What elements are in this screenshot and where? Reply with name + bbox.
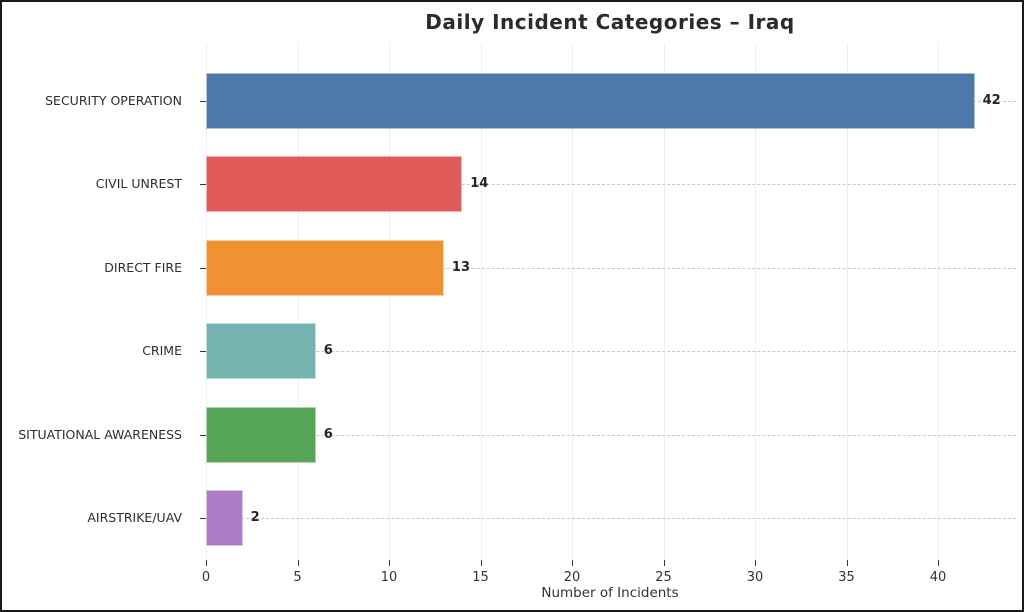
vertical-gridline — [938, 43, 940, 560]
y-tick-mark — [200, 267, 206, 269]
x-tick-mark — [572, 560, 574, 566]
value-label: 13 — [451, 259, 470, 275]
vertical-gridline — [389, 43, 390, 560]
x-tick-mark — [297, 560, 299, 566]
x-tick-mark — [389, 560, 390, 566]
vertical-gridline — [297, 43, 299, 560]
y-tick-mark — [200, 184, 206, 186]
y-tick-mark — [200, 434, 206, 436]
vertical-gridline — [206, 43, 207, 560]
x-tick-label: 15 — [472, 570, 489, 585]
x-tick-label: 40 — [929, 570, 947, 585]
x-tick-label: 10 — [380, 570, 398, 585]
horizontal-gridline — [206, 518, 1016, 520]
x-tick-label: 25 — [655, 570, 672, 585]
bar-security-operation — [206, 72, 975, 129]
vertical-gridline — [663, 43, 665, 560]
category-label: CRIME — [142, 343, 182, 359]
category-label: DIRECT FIRE — [104, 259, 182, 275]
y-tick-mark — [200, 518, 206, 520]
x-axis-label: Number of Incidents — [541, 585, 679, 601]
x-tick-label: 35 — [838, 570, 855, 585]
bar-direct-fire — [206, 239, 444, 296]
horizontal-gridline — [206, 184, 1016, 186]
x-tick-mark — [663, 560, 665, 566]
bar-situational-awareness — [206, 406, 316, 463]
x-tick-mark — [480, 560, 482, 566]
x-tick-label: 20 — [563, 570, 581, 585]
bar-airstrike-uav — [206, 490, 243, 547]
category-label: SECURITY OPERATION — [45, 92, 182, 108]
horizontal-gridline — [206, 434, 1016, 436]
value-label: 42 — [982, 92, 1001, 108]
chart-title: Daily Incident Categories – Iraq — [425, 10, 795, 34]
x-tick-label: 0 — [201, 570, 211, 585]
x-tick-mark — [206, 560, 207, 566]
y-tick-mark — [200, 100, 206, 102]
value-label: 6 — [323, 426, 333, 442]
value-label: 6 — [323, 343, 333, 359]
vertical-gridline — [572, 43, 574, 560]
value-label: 14 — [470, 176, 489, 192]
vertical-gridline — [755, 43, 757, 560]
x-tick-mark — [938, 560, 940, 566]
x-tick-mark — [846, 560, 848, 566]
category-label: CIVIL UNREST — [95, 176, 182, 192]
x-tick-label: 30 — [746, 570, 764, 585]
category-label: SITUATIONAL AWARENESS — [18, 426, 182, 442]
category-label: AIRSTRIKE/UAV — [87, 510, 182, 526]
value-label: 2 — [250, 510, 260, 526]
vertical-gridline — [480, 43, 482, 560]
bar-crime — [206, 323, 316, 380]
x-tick-label: 5 — [293, 570, 302, 585]
y-tick-mark — [200, 351, 206, 353]
x-tick-mark — [755, 560, 757, 566]
vertical-gridline — [846, 43, 848, 560]
bar-civil-unrest — [206, 156, 463, 213]
horizontal-gridline — [206, 267, 1016, 269]
plot-area: SECURITY OPERATION 42 CIVIL UNREST 14 DIRECT… — [18, 43, 1016, 585]
horizontal-gridline — [206, 351, 1016, 353]
